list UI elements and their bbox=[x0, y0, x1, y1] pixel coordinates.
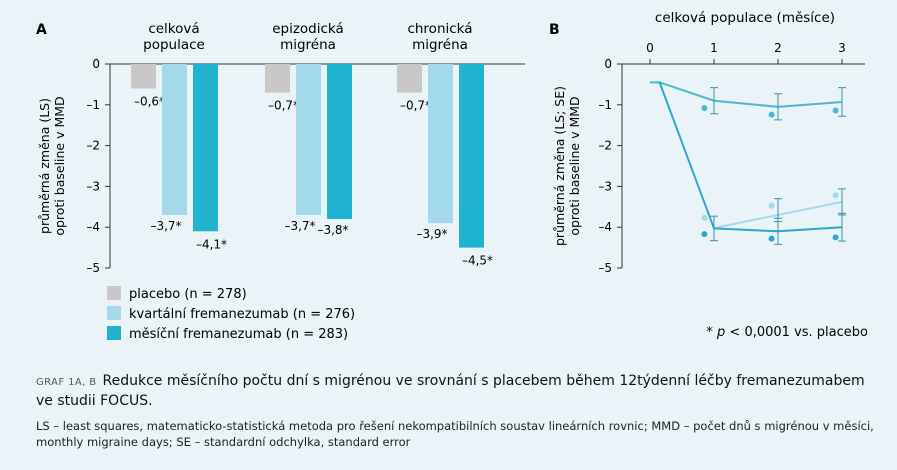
panel-b-data-point bbox=[768, 202, 775, 209]
panel-b-data-point bbox=[832, 107, 839, 114]
panel-a-group-label-line: populace bbox=[143, 37, 205, 53]
panel-a-bar bbox=[459, 64, 484, 248]
panel-a-y-tick-label: 0 bbox=[92, 57, 100, 71]
panel-b-data-point bbox=[768, 235, 775, 242]
panel-b-y-tick-label: –2 bbox=[598, 139, 612, 153]
panel-b-y-tick-label: 0 bbox=[604, 57, 612, 71]
panel-a-group-label-line: migréna bbox=[280, 37, 336, 53]
panel-b-data-point bbox=[701, 231, 708, 238]
panel-a-data-label: –0,7* bbox=[400, 99, 431, 113]
panel-b-y-tick-label: –4 bbox=[598, 220, 612, 234]
panel-b-data-point bbox=[768, 111, 775, 118]
panel-a-bar bbox=[162, 64, 187, 215]
panel-b-series-line bbox=[650, 81, 843, 108]
panel-a-group-label: chronická migréna bbox=[407, 21, 472, 53]
panel-a-y-tick-label: –1 bbox=[86, 98, 100, 112]
panel-b-y-label: průměrná změna (LS; SE)oproti baseline v… bbox=[552, 86, 582, 246]
panel-a-y-tick-label: –4 bbox=[86, 220, 100, 234]
panel-b-data-point bbox=[701, 105, 708, 112]
significance-note-part: * bbox=[706, 325, 717, 340]
panel-b-x-tick-label: 2 bbox=[774, 41, 782, 55]
panel-b-y-label-line: průměrná změna (LS; SE) bbox=[552, 86, 567, 246]
panel-a-bar bbox=[397, 64, 422, 93]
panel-b-label: B bbox=[549, 22, 560, 38]
panel-a-legend-swatch bbox=[107, 326, 121, 340]
panel-a-bar bbox=[265, 64, 290, 93]
panel-a-bar bbox=[296, 64, 321, 215]
panel-a-y-tick-label: –2 bbox=[86, 139, 100, 153]
panel-b-y-tick-label: –1 bbox=[598, 98, 612, 112]
panel-b-y-tick-label: –3 bbox=[598, 179, 612, 193]
abbreviations-note: LS – least squares, matematicko-statisti… bbox=[36, 419, 874, 449]
panel-a-bar bbox=[327, 64, 352, 220]
panel-a-data-label: –4,1* bbox=[196, 237, 227, 251]
panel-a-legend-label: placebo (n = 278) bbox=[129, 287, 247, 302]
panel-b-x-tick-label: 0 bbox=[646, 41, 654, 55]
panel-a-data-label: –4,5* bbox=[462, 254, 493, 268]
panel-a-y-tick-label: –5 bbox=[86, 261, 100, 275]
panel-a-legend-label: měsíční fremanezumab (n = 283) bbox=[129, 327, 348, 342]
panel-b-x-tick-label: 1 bbox=[710, 41, 718, 55]
panel-b-data-point bbox=[832, 234, 839, 241]
panel-a-data-label: –0,7* bbox=[268, 99, 299, 113]
panel-a-legend-label: kvartální fremanezumab (n = 276) bbox=[129, 307, 355, 322]
panel-a-data-label: –3,7* bbox=[150, 219, 181, 233]
panel-a-group-label-line: celková bbox=[148, 21, 199, 37]
panel-b-series-line bbox=[658, 82, 843, 233]
panel-b-data-point bbox=[701, 214, 708, 221]
panel-b-y-label-line: oproti baseline v MMD bbox=[567, 96, 582, 235]
panel-b-x-tick-label: 3 bbox=[838, 41, 846, 55]
significance-note-part: < 0,0001 vs. placebo bbox=[725, 325, 868, 340]
panel-a-group-label-line: epizodická bbox=[272, 21, 344, 37]
panel-a-y-label-line: průměrná změna (LS) bbox=[37, 98, 52, 234]
panel-b-data-point bbox=[832, 192, 839, 199]
panel-a-label: A bbox=[36, 22, 47, 38]
panel-a-y-tick-label: –3 bbox=[86, 179, 100, 193]
panel-a-legend-swatch bbox=[107, 286, 121, 300]
caption-text: Redukce měsíčního počtu dní s migrénou v… bbox=[36, 373, 865, 409]
panel-a-bar bbox=[193, 64, 218, 232]
panel-a: A 0 –1 –2 –3 –4 –5 průměrná změna (LS)oproti ba… bbox=[36, 21, 525, 342]
significance-note: * p < 0,0001 vs. placebo bbox=[706, 325, 868, 340]
panel-a-group-label: celková populace bbox=[143, 21, 205, 53]
panel-a-bar bbox=[131, 64, 156, 89]
panel-a-bar bbox=[428, 64, 453, 224]
panel-a-data-label: –3,8* bbox=[317, 223, 348, 237]
panel-a-group-label-line: migréna bbox=[412, 37, 468, 53]
panel-a-y-label: průměrná změna (LS)oproti baseline v MMD bbox=[37, 96, 67, 235]
panel-b-title: celková populace (měsíce) bbox=[655, 10, 835, 26]
panel-a-y-label-line: oproti baseline v MMD bbox=[52, 96, 67, 235]
panel-b-y-tick-label: –5 bbox=[598, 261, 612, 275]
panel-a-data-label: –3,7* bbox=[284, 219, 315, 233]
panel-a-data-label: –3,9* bbox=[416, 227, 447, 241]
panel-a-data-label: –0,6* bbox=[134, 94, 165, 108]
significance-note-part: p bbox=[716, 325, 725, 340]
figure-caption: GRAF 1A, B Redukce měsíčního počtu dní s … bbox=[36, 372, 876, 411]
panel-a-group-label: epizodická migréna bbox=[272, 21, 344, 53]
caption-tag: GRAF 1A, B bbox=[36, 377, 97, 388]
panel-a-legend-swatch bbox=[107, 306, 121, 320]
panel-a-group-label-line: chronická bbox=[407, 21, 472, 37]
